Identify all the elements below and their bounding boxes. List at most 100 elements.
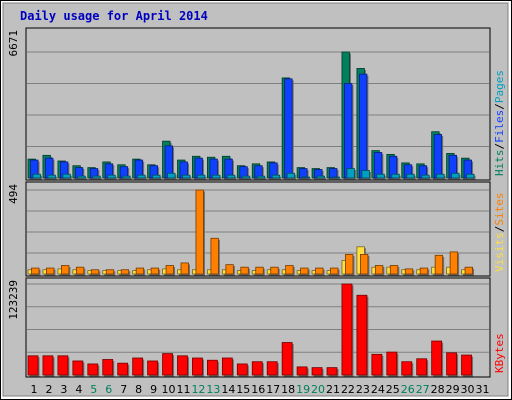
bar-kbytes-day-8 [132, 357, 144, 376]
bar-pages-day-4-shadow [79, 177, 87, 180]
panel-hits-files-pages-background [25, 27, 491, 181]
bar-sites-day-23 [359, 254, 369, 275]
bar-files-day-19 [299, 168, 308, 179]
bar-pages-day-1 [32, 173, 41, 179]
bar-kbytes-day-7 [117, 362, 129, 376]
day-label-17: 17 [266, 383, 280, 396]
day-label-14: 14 [221, 383, 235, 396]
bar-kbytes-day-24 [371, 353, 383, 376]
bar-kbytes-day-29 [446, 352, 458, 376]
bar-pages-day-17 [271, 174, 281, 179]
day-label-29: 29 [446, 383, 460, 396]
bar-sites-day-6 [105, 269, 115, 275]
bar-pages-day-9 [152, 174, 161, 179]
bar-sites-day-20 [315, 267, 324, 275]
bar-sites-day-19 [300, 267, 309, 275]
bar-kbytes-day-10 [162, 353, 173, 376]
bar-sites-day-2 [46, 267, 55, 275]
bar-kbytes-day-25 [386, 351, 398, 376]
bar-files-day-28 [433, 134, 443, 179]
bar-files-day-22 [344, 83, 353, 179]
day-label-6: 6 [105, 383, 112, 396]
bar-pages-day-29 [451, 172, 460, 179]
bar-pages-day-2 [47, 174, 56, 179]
bar-kbytes-day-21 [326, 367, 338, 376]
panel-visits-sites-max-label: 494 [7, 184, 20, 204]
bar-kbytes-day-30 [461, 354, 472, 376]
bar-kbytes-day-3 [57, 355, 69, 376]
panel-kbytes: 123239 KBytes [7, 277, 506, 378]
bar-pages-day-16-shadow [258, 177, 267, 180]
bar-sites-day-30 [464, 266, 473, 275]
legend-item-sites: Sites [493, 193, 506, 226]
day-label-3: 3 [60, 383, 67, 396]
bar-pages-day-27 [421, 174, 430, 179]
bar-pages-day-23 [361, 170, 370, 179]
bar-files-day-21 [329, 168, 338, 179]
bar-pages-day-11 [182, 174, 191, 179]
bar-sites-day-17 [270, 266, 279, 275]
day-label-15: 15 [236, 383, 250, 396]
bar-kbytes-day-19 [296, 366, 308, 376]
bar-pages-day-16 [256, 175, 266, 179]
bar-sites-day-4 [75, 266, 85, 275]
bar-pages-day-19-shadow [303, 178, 312, 180]
panel-hits-files-pages: 6671 Hits/Files/Pages [7, 27, 506, 181]
bar-sites-day-13 [210, 237, 219, 275]
day-label-13: 13 [206, 383, 220, 396]
day-labels-layer: 1 2 3 4 5 6 7 8 9 10 11 12 13 14 15 16 17 18 19 20 21 22 23 24 2… [31, 383, 490, 396]
bar-sites-day-16 [255, 266, 264, 275]
day-label-9: 9 [150, 383, 157, 396]
day-label-18: 18 [281, 383, 295, 396]
bar-kbytes-day-5 [87, 363, 99, 376]
bar-pages-day-19 [301, 176, 311, 179]
bar-sites-day-7 [120, 269, 130, 275]
bar-pages-day-12 [197, 174, 206, 179]
legend-separator: / [493, 143, 506, 150]
bar-kbytes-day-23 [356, 294, 368, 376]
bar-pages-day-7-shadow [124, 177, 132, 180]
day-label-10: 10 [162, 383, 176, 396]
bar-kbytes-day-11 [177, 355, 188, 376]
panel-hits-files-pages-legend: Hits/Files/Pages [493, 70, 506, 176]
bar-pages-day-5 [92, 175, 101, 179]
day-label-12: 12 [191, 383, 205, 396]
day-label-20: 20 [311, 383, 325, 396]
legend-item-visits: Visits [493, 232, 506, 272]
bar-sites-day-14 [225, 264, 234, 275]
day-label-24: 24 [371, 383, 385, 396]
bar-pages-day-26 [406, 173, 415, 179]
bar-sites-day-10 [165, 265, 174, 275]
panel-kbytes-legend: KBytes [493, 333, 506, 373]
bar-sites-day-29 [449, 251, 459, 275]
bar-pages-day-3 [62, 173, 71, 179]
day-label-28: 28 [431, 383, 445, 396]
bar-pages-day-13 [211, 174, 221, 179]
legend-separator: / [493, 226, 506, 233]
day-label-22: 22 [341, 383, 355, 396]
day-label-2: 2 [45, 383, 52, 396]
bar-pages-day-10 [167, 172, 176, 179]
bar-sites-day-28 [434, 254, 444, 275]
bar-kbytes-day-9 [147, 360, 159, 376]
chart-title: Daily usage for April 2014 [20, 9, 208, 23]
bar-pages-day-7 [122, 175, 131, 179]
bar-pages-day-5-shadow [94, 177, 102, 180]
panel-hits-files-pages-max-label: 6671 [7, 30, 20, 57]
bar-kbytes-day-1 [27, 355, 39, 376]
bar-pages-day-18 [286, 172, 296, 179]
bar-sites-day-8 [135, 267, 145, 275]
bar-sites-day-25 [389, 265, 399, 275]
bar-sites-day-21 [330, 267, 339, 275]
bar-pages-day-15 [241, 175, 251, 179]
bar-kbytes-day-14 [221, 357, 233, 376]
legend-item-files: Files [493, 110, 506, 143]
day-label-11: 11 [177, 383, 191, 396]
panels-layer: 6671Hits/Files/Pages494Visits/Sites12323… [7, 27, 506, 378]
bar-kbytes-day-27 [416, 358, 428, 376]
bar-pages-day-20 [316, 175, 325, 179]
bar-pages-day-15-shadow [243, 177, 252, 180]
legend-item-kbytes: KBytes [493, 333, 506, 373]
